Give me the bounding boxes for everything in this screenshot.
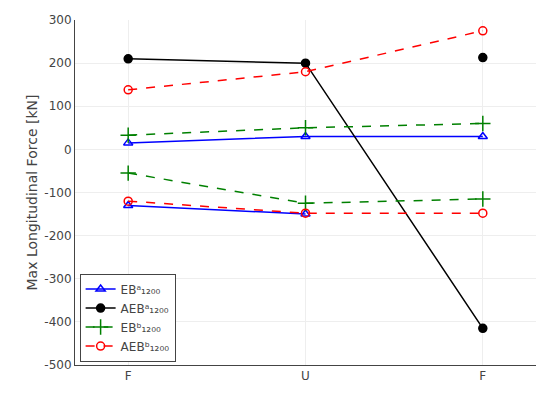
svg-text:EBᵇ₁₂₀₀: EBᵇ₁₂₀₀ — [121, 321, 161, 335]
svg-text:AEBᵇ₁₂₀₀: AEBᵇ₁₂₀₀ — [121, 340, 170, 354]
svg-text:-100: -100 — [44, 186, 71, 200]
svg-text:U: U — [301, 369, 310, 383]
svg-text:AEBᵃ₁₂₀₀: AEBᵃ₁₂₀₀ — [121, 302, 169, 316]
svg-text:300: 300 — [49, 13, 72, 27]
svg-text:F: F — [125, 369, 132, 383]
svg-text:-300: -300 — [44, 272, 71, 286]
svg-text:-400: -400 — [44, 315, 71, 329]
svg-text:0: 0 — [64, 143, 72, 157]
svg-text:-200: -200 — [44, 229, 71, 243]
svg-text:Max Longitudinal Force [kN]: Max Longitudinal Force [kN] — [24, 95, 40, 291]
svg-text:F: F — [479, 369, 486, 383]
svg-text:EBᵃ₁₂₀₀: EBᵃ₁₂₀₀ — [121, 283, 161, 297]
svg-text:200: 200 — [49, 56, 72, 70]
svg-text:-500: -500 — [44, 358, 71, 372]
svg-text:100: 100 — [49, 99, 72, 113]
